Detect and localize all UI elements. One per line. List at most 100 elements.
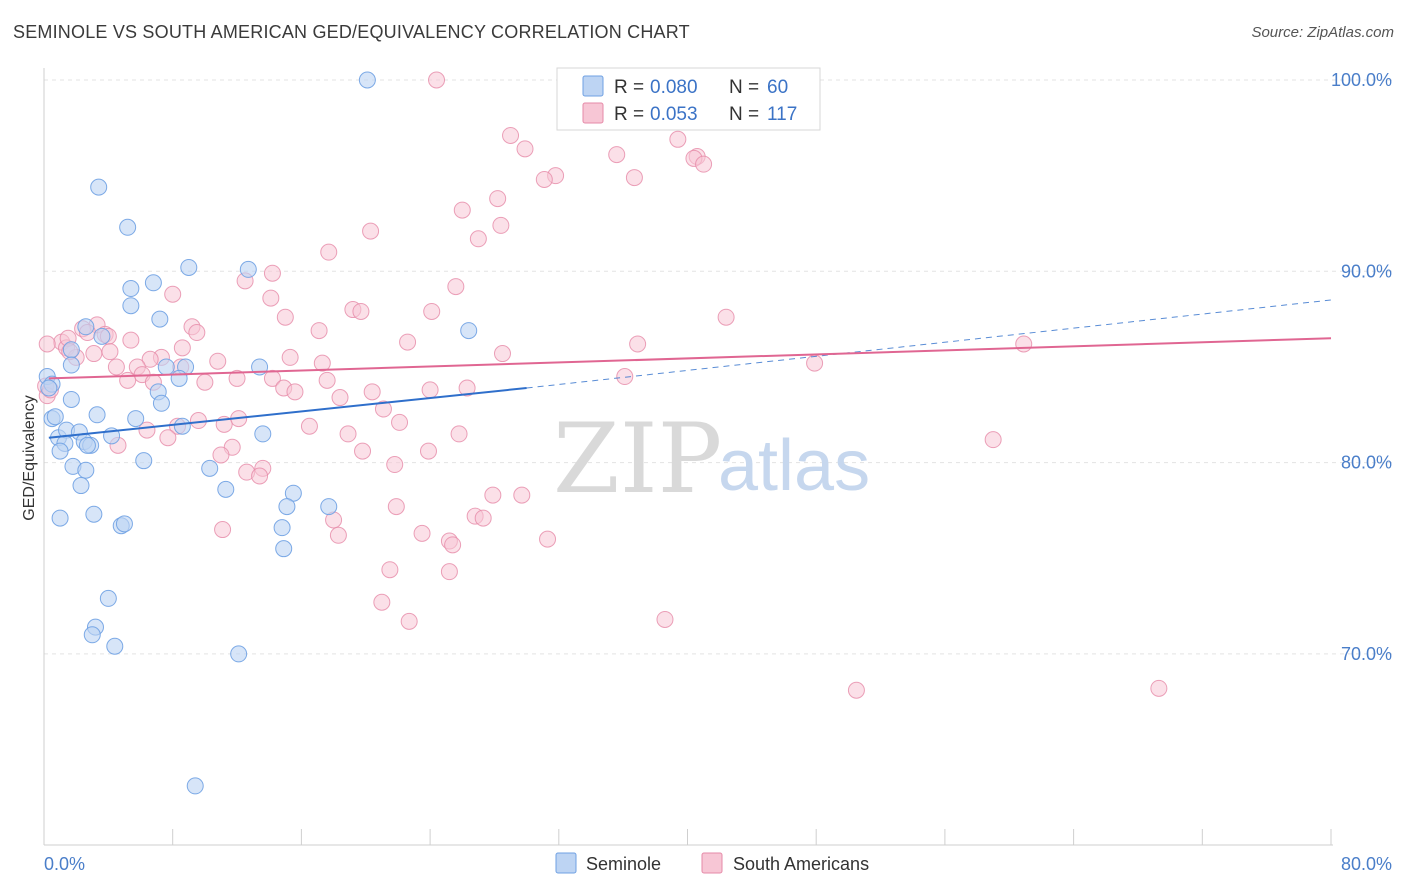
data-point-south-americans (489, 190, 507, 208)
data-point-south-americans (629, 335, 647, 353)
data-point-south-americans (428, 71, 446, 89)
data-point-seminole (106, 637, 124, 655)
watermark-atlas: atlas (718, 426, 870, 506)
data-point-south-americans (329, 526, 347, 544)
data-point-south-americans (400, 612, 418, 630)
series-seminole (38, 71, 478, 795)
data-point-south-americans (625, 169, 643, 187)
y-tick-labels: 70.0% 80.0% 90.0% 100.0% (1331, 70, 1392, 664)
data-point-south-americans (281, 348, 299, 366)
data-point-seminole (273, 519, 291, 537)
data-point-south-americans (164, 285, 182, 303)
data-point-south-americans (847, 681, 865, 699)
data-point-south-americans (251, 467, 269, 485)
data-point-south-americans (1150, 679, 1168, 697)
data-point-south-americans (276, 308, 294, 326)
data-point-seminole (88, 406, 106, 424)
data-point-seminole (180, 258, 198, 276)
data-point-south-americans (188, 324, 206, 342)
data-point-seminole (278, 498, 296, 516)
data-point-south-americans (447, 278, 465, 296)
y-tick-label: 70.0% (1341, 644, 1392, 664)
data-point-south-americans (363, 383, 381, 401)
trend-line-seminole (48, 386, 527, 439)
data-point-seminole (51, 442, 69, 460)
data-point-south-americans (413, 524, 431, 542)
chart-source: Source: ZipAtlas.com (1251, 24, 1394, 41)
data-point-south-americans (159, 429, 177, 447)
data-point-seminole (62, 356, 80, 374)
data-point-seminole (217, 480, 235, 498)
data-point-south-americans (85, 345, 103, 363)
data-point-south-americans (138, 421, 156, 439)
data-point-south-americans (119, 371, 137, 389)
data-point-seminole (122, 297, 140, 315)
legend-n-value-south-americans: 117 (767, 104, 797, 125)
data-point-seminole (72, 477, 90, 495)
data-point-seminole (186, 777, 204, 795)
data-point-seminole (119, 218, 137, 236)
data-point-south-americans (122, 331, 140, 349)
data-point-seminole (62, 341, 80, 359)
data-point-south-americans (310, 322, 328, 340)
data-point-south-americans (695, 155, 713, 173)
data-point-south-americans (391, 413, 409, 431)
data-point-south-americans (212, 446, 230, 464)
data-point-south-americans (539, 530, 557, 548)
data-point-south-americans (806, 354, 824, 372)
data-point-south-americans (214, 521, 232, 539)
data-point-south-americans (373, 593, 391, 611)
data-point-south-americans (450, 425, 468, 443)
data-point-south-americans (286, 383, 304, 401)
y-tick-label: 100.0% (1331, 70, 1392, 90)
data-point-south-americans (423, 302, 441, 320)
data-point-south-americans (669, 130, 687, 148)
data-point-south-americans (453, 201, 471, 219)
data-point-south-americans (502, 126, 520, 144)
bottom-legend-label-seminole: Seminole (586, 854, 661, 874)
data-point-south-americans (474, 509, 492, 527)
data-point-south-americans (516, 140, 534, 158)
data-point-south-americans (141, 350, 159, 368)
axes (43, 68, 1333, 846)
data-point-seminole (275, 540, 293, 558)
data-point-south-americans (228, 369, 246, 387)
data-point-south-americans (262, 289, 280, 307)
data-point-south-americans (484, 486, 502, 504)
trend-lines (48, 299, 1332, 439)
watermark-zip: ZIP (553, 403, 722, 515)
data-point-south-americans (656, 610, 674, 628)
chart-title: SEMINOLE VS SOUTH AMERICAN GED/EQUIVALEN… (13, 22, 690, 42)
data-point-south-americans (354, 442, 372, 460)
legend-n-label-seminole: N = (729, 77, 759, 98)
bottom-legend-swatch-south-americans (701, 852, 723, 874)
trend-line-seminole-extension (526, 299, 1332, 389)
data-point-seminole (230, 645, 248, 663)
data-point-south-americans (984, 431, 1002, 449)
data-point-south-americans (331, 389, 349, 407)
data-point-south-americans (608, 146, 626, 164)
data-point-south-americans (1015, 335, 1033, 353)
legend-swatch-seminole (582, 75, 604, 97)
data-point-seminole (51, 509, 69, 527)
data-point-south-americans (339, 425, 357, 443)
data-point-south-americans (362, 222, 380, 240)
data-point-south-americans (717, 308, 735, 326)
data-point-seminole (254, 425, 272, 443)
watermark: ZIP atlas (553, 403, 870, 515)
data-point-south-americans (196, 373, 214, 391)
y-axis-title: GED/Equivalency (21, 395, 38, 520)
data-point-seminole (157, 358, 175, 376)
data-point-seminole (173, 417, 191, 435)
data-point-seminole (85, 505, 103, 523)
legend-r-label-seminole: R = (614, 77, 644, 98)
data-point-seminole (83, 626, 101, 644)
data-point-south-americans (399, 333, 417, 351)
data-point-south-americans (107, 358, 125, 376)
data-point-south-americans (421, 381, 439, 399)
data-point-south-americans (386, 456, 404, 474)
data-point-seminole (122, 280, 140, 298)
data-point-south-americans (616, 368, 634, 386)
series-south-americans (37, 71, 1168, 699)
